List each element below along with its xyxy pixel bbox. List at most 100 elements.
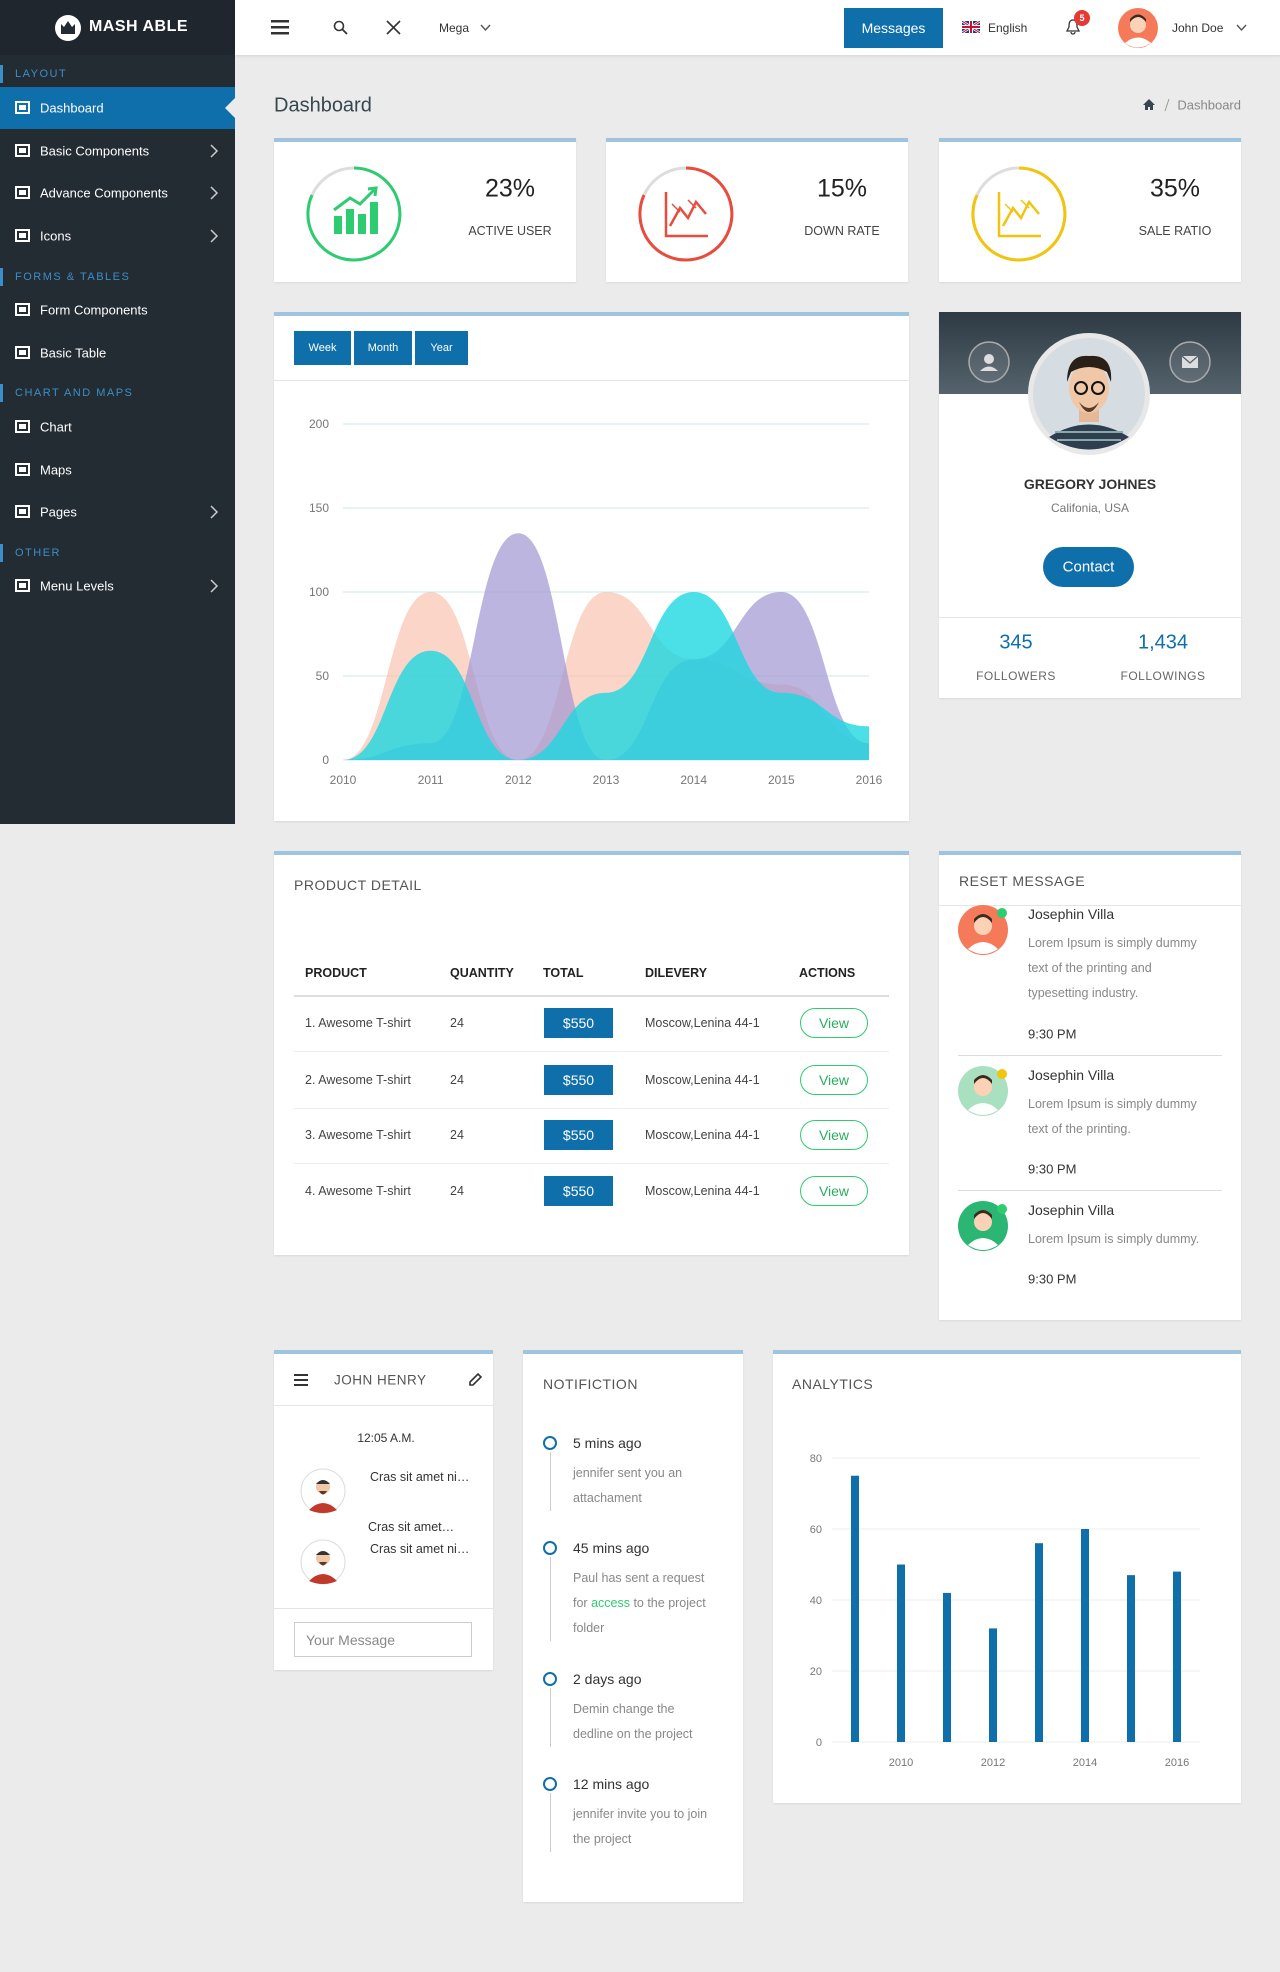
notification-text: Paul has sent a request: [573, 1571, 705, 1585]
profile-card: GREGORY JOHNES Califonia, USA Contact 345 FO…: [939, 312, 1241, 698]
icon: [968, 341, 1010, 383]
icon-part: [968, 1238, 998, 1250]
icon: [15, 303, 30, 316]
icon-part: [334, 216, 342, 234]
icon: [210, 186, 219, 200]
icon: [958, 1201, 1008, 1251]
icon-part: [19, 467, 26, 472]
y-tick-label: 50: [316, 669, 330, 683]
menu-item[interactable]: Advance Components: [0, 172, 235, 214]
menu-item[interactable]: Basic Components: [0, 130, 235, 172]
icon-part: [15, 346, 30, 359]
notification-text: folder: [573, 1621, 605, 1635]
icon-part: [1001, 199, 1040, 227]
menu-item[interactable]: Menu Levels: [0, 565, 235, 607]
icon: [962, 21, 980, 33]
reset-message-card: RESET MESSAGE Josephin Villa Lorem Ipsum i…: [939, 851, 1241, 1320]
input-placeholder: Your Message: [306, 1632, 395, 1648]
chat-message: Cras sit amet ni…: [370, 1542, 470, 1556]
notification-text-part: to the project: [629, 1596, 706, 1610]
range-button-label: Week: [308, 342, 337, 354]
total: $550: [562, 1183, 595, 1199]
contact-button[interactable]: Contact: [1043, 547, 1134, 587]
menu-label: Chart: [40, 419, 72, 435]
view-button[interactable]: View: [800, 1120, 868, 1150]
message-text: typesetting industry.: [1028, 986, 1139, 1000]
delivery: Moscow,Lenina 44-1: [645, 1016, 760, 1030]
icon-part: [210, 505, 219, 519]
stat-card: 35% SALE RATIO: [939, 138, 1241, 282]
mega-menu[interactable]: Mega: [439, 21, 470, 35]
stat-value: 15%: [816, 174, 868, 203]
quantity: 24: [450, 1073, 464, 1087]
section-marker: [0, 384, 3, 402]
card-title: ANALYTICS: [792, 1376, 874, 1392]
range-button[interactable]: Week: [294, 331, 351, 365]
notification-time: 5 mins ago: [573, 1435, 642, 1451]
table-rule: [294, 995, 889, 997]
timeline-dot: [543, 1777, 557, 1791]
icon-part: [316, 1480, 330, 1484]
menu-item[interactable]: Dashboard: [0, 87, 235, 129]
menu-label: Advance Components: [40, 185, 168, 201]
stat-card: 15% DOWN RATE: [606, 138, 908, 282]
x-tick-label: 2016: [1165, 1757, 1189, 1769]
column-header: PRODUCT: [305, 966, 367, 980]
menu-item[interactable]: Basic Table: [0, 332, 235, 374]
icon: [1028, 333, 1150, 455]
stat-value: 23%: [484, 174, 536, 203]
x-tick-label: 2014: [680, 773, 707, 787]
product-name: 1. Awesome T-shirt: [305, 1016, 411, 1030]
divider: [274, 1405, 493, 1406]
message-divider: [958, 1190, 1222, 1191]
icon: [210, 229, 219, 243]
stat-label: SALE RATIO: [1138, 224, 1212, 238]
total-badge: $550: [544, 1120, 613, 1150]
message-time: 9:30 PM: [1028, 1161, 1077, 1177]
icon: [271, 20, 289, 35]
icon: [225, 98, 235, 118]
total: $550: [562, 1072, 595, 1088]
menu-item[interactable]: Icons: [0, 215, 235, 257]
view-button[interactable]: View: [800, 1065, 868, 1095]
icon-part: [271, 26, 289, 29]
icon-part: [19, 307, 26, 312]
icon-part: [980, 366, 998, 371]
menu-item[interactable]: Form Components: [0, 289, 235, 331]
user-name[interactable]: John Doe: [1172, 21, 1224, 35]
icon-part: [1164, 98, 1170, 112]
notification-time: 12 mins ago: [573, 1776, 650, 1792]
icon: [958, 1066, 1008, 1116]
menu-item[interactable]: Pages: [0, 491, 235, 533]
icon: [210, 579, 219, 593]
delivery: Moscow,Lenina 44-1: [645, 1128, 760, 1142]
icon-part: [319, 1491, 327, 1495]
product-card: PRODUCT DETAIL PRODUCT QUANTITY TOTAL DILEVE…: [274, 851, 909, 1255]
language[interactable]: English: [988, 21, 1028, 35]
y-tick-label: 80: [810, 1453, 822, 1465]
icon: [210, 505, 219, 519]
range-button[interactable]: Month: [354, 331, 412, 365]
bar: [897, 1564, 905, 1742]
icon-part: [469, 1372, 483, 1386]
icon-part: [15, 303, 30, 316]
range-button-label: Month: [367, 342, 399, 354]
sender-name: Josephin Villa: [1028, 1067, 1115, 1083]
analytics-card: ANALYTICS 0 20 40 60 80 2010 2012 2014 2016: [773, 1350, 1241, 1803]
profile-stat-value: 1,434: [1137, 631, 1189, 654]
range-button[interactable]: Year: [415, 331, 468, 365]
menu-item[interactable]: Chart: [0, 406, 235, 448]
notification-link[interactable]: access: [591, 1596, 630, 1610]
menu-item[interactable]: Maps: [0, 449, 235, 491]
icon: [15, 579, 30, 592]
view-button[interactable]: View: [800, 1008, 868, 1038]
icon-part: [309, 1574, 337, 1584]
icon-part: [210, 186, 219, 200]
view-button[interactable]: View: [800, 1176, 868, 1206]
timeline-dot: [543, 1436, 557, 1450]
column-header: ACTIONS: [799, 966, 856, 980]
y-tick-label: 0: [816, 1737, 822, 1749]
messages-button[interactable]: Messages: [844, 8, 943, 48]
message-input[interactable]: Your Message: [294, 1622, 472, 1657]
